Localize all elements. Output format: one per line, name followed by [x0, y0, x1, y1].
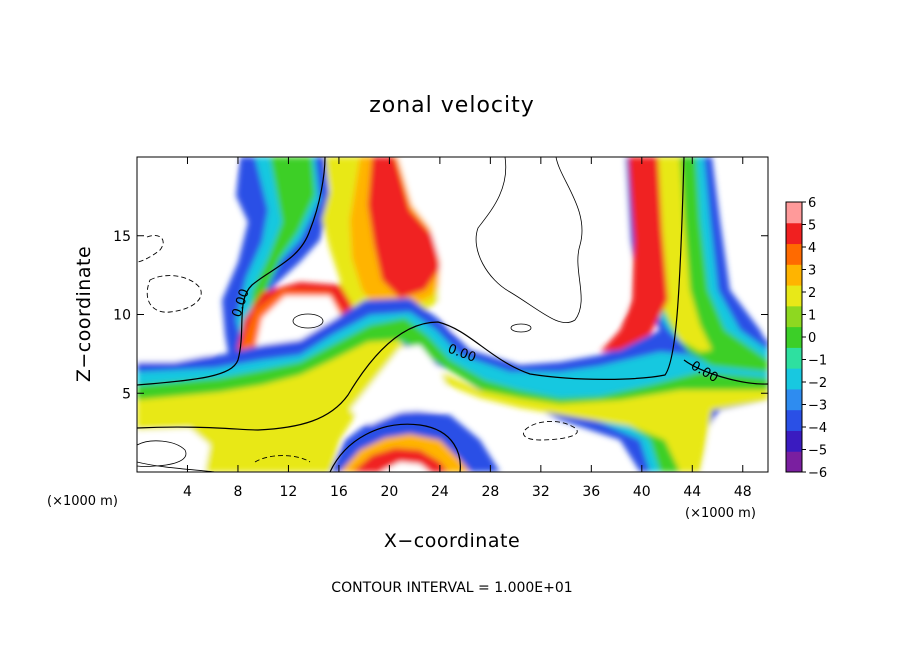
- dashed-contours: [137, 235, 578, 463]
- colorbar-tick-label: 5: [808, 219, 816, 234]
- colorbar-tick-label: 3: [808, 264, 816, 279]
- y-tick-label: 15: [113, 229, 131, 245]
- x-tick-label: 36: [582, 484, 600, 500]
- contour-interval-note: CONTOUR INTERVAL = 1.000E+01: [331, 580, 572, 596]
- colorbar-swatch: [786, 326, 802, 348]
- x-tick-label: 16: [330, 484, 348, 500]
- colorbar-swatch: [786, 451, 802, 473]
- colorbar-tick-label: −4: [808, 421, 827, 436]
- colorbar-swatch: [786, 305, 802, 328]
- plot-area: 0.00 0.00 0.00: [137, 157, 768, 472]
- colorbar-swatch: [786, 243, 802, 265]
- colorbar-tick-label: −5: [808, 444, 827, 459]
- colorbar-tick-label: −6: [808, 466, 827, 481]
- x-axis-label: X−coordinate: [384, 530, 520, 552]
- colorbar-swatch: [786, 202, 802, 224]
- x-axis: 4 8 12 16 20 24 28 32 36 40 44 48: [183, 157, 752, 500]
- x-tick-label: 8: [233, 484, 242, 500]
- x-tick-label: 4: [183, 484, 192, 500]
- x-tick-label: 44: [683, 484, 701, 500]
- colorbar-tick-label: 4: [808, 241, 816, 256]
- x-unit-label-right: (×1000 m): [685, 506, 756, 521]
- y-tick-label: 5: [122, 386, 131, 402]
- x-tick-label: 32: [532, 484, 550, 500]
- y-axis-label: Z−coordinate: [73, 246, 95, 382]
- y-axis: 5 10 15: [113, 229, 768, 402]
- colorbar-tick-label: −2: [808, 376, 827, 391]
- x-tick-label: 28: [481, 484, 499, 500]
- colorbar: 6 5 4 3 2 1 0 −1 −2 −3 −4 −5 −6: [785, 196, 827, 481]
- colorbar-swatch: [786, 430, 802, 452]
- colorbar-tick-label: 6: [808, 196, 816, 211]
- colorbar-swatch: [786, 264, 802, 286]
- x-unit-label-left: (×1000 m): [47, 494, 118, 509]
- secondary-contours: [137, 157, 583, 472]
- colorbar-swatch: [786, 222, 802, 245]
- y-tick-label: 10: [113, 308, 131, 324]
- colorbar-swatch: [786, 347, 802, 369]
- colorbar-swatch: [786, 388, 802, 411]
- colorbar-tick-label: 2: [808, 286, 816, 301]
- colorbar-tick-label: 0: [808, 331, 816, 346]
- chart-title: zonal velocity: [369, 93, 535, 118]
- x-tick-label: 20: [380, 484, 398, 500]
- colorbar-swatch: [786, 285, 802, 307]
- x-tick-label: 24: [431, 484, 449, 500]
- colorbar-tick-label: −3: [808, 399, 827, 414]
- colorbar-swatch: [786, 409, 802, 431]
- x-tick-label: 40: [633, 484, 651, 500]
- colorbar-tick-label: −1: [808, 354, 827, 369]
- x-tick-label: 12: [280, 484, 298, 500]
- colorbar-swatch: [786, 368, 802, 390]
- colorbar-tick-label: 1: [808, 309, 816, 324]
- zero-contours: [137, 157, 768, 472]
- x-tick-label: 48: [734, 484, 752, 500]
